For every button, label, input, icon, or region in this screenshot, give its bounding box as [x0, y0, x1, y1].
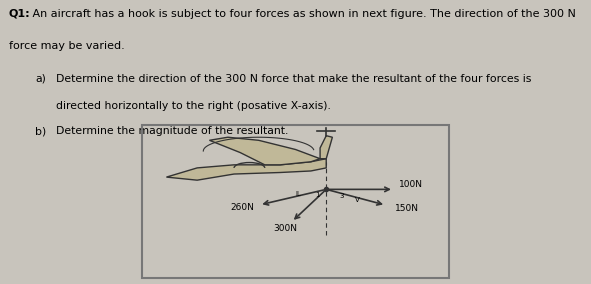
- Text: 100N: 100N: [399, 180, 423, 189]
- Polygon shape: [320, 136, 332, 159]
- Text: V: V: [355, 197, 359, 203]
- Text: 3: 3: [339, 193, 344, 199]
- Text: 150N: 150N: [395, 204, 420, 213]
- Text: Q1:: Q1:: [9, 9, 31, 18]
- Text: 260N: 260N: [230, 204, 254, 212]
- Text: Determine the direction of the 300 N force that make the resultant of the four f: Determine the direction of the 300 N for…: [56, 74, 531, 84]
- Text: 300N: 300N: [274, 224, 297, 233]
- Polygon shape: [209, 137, 320, 165]
- Text: b): b): [35, 126, 47, 136]
- Text: directed horizontally to the right (posative X-axis).: directed horizontally to the right (posa…: [56, 101, 331, 111]
- Text: An aircraft has a hook is subject to four forces as shown in next figure. The di: An aircraft has a hook is subject to fou…: [29, 9, 576, 18]
- Text: Determine the magnitude of the resultant.: Determine the magnitude of the resultant…: [56, 126, 288, 136]
- Text: IL: IL: [296, 191, 301, 197]
- Polygon shape: [167, 159, 326, 180]
- Text: a): a): [35, 74, 46, 84]
- Text: force may be varied.: force may be varied.: [9, 41, 125, 51]
- Text: 1: 1: [315, 192, 319, 198]
